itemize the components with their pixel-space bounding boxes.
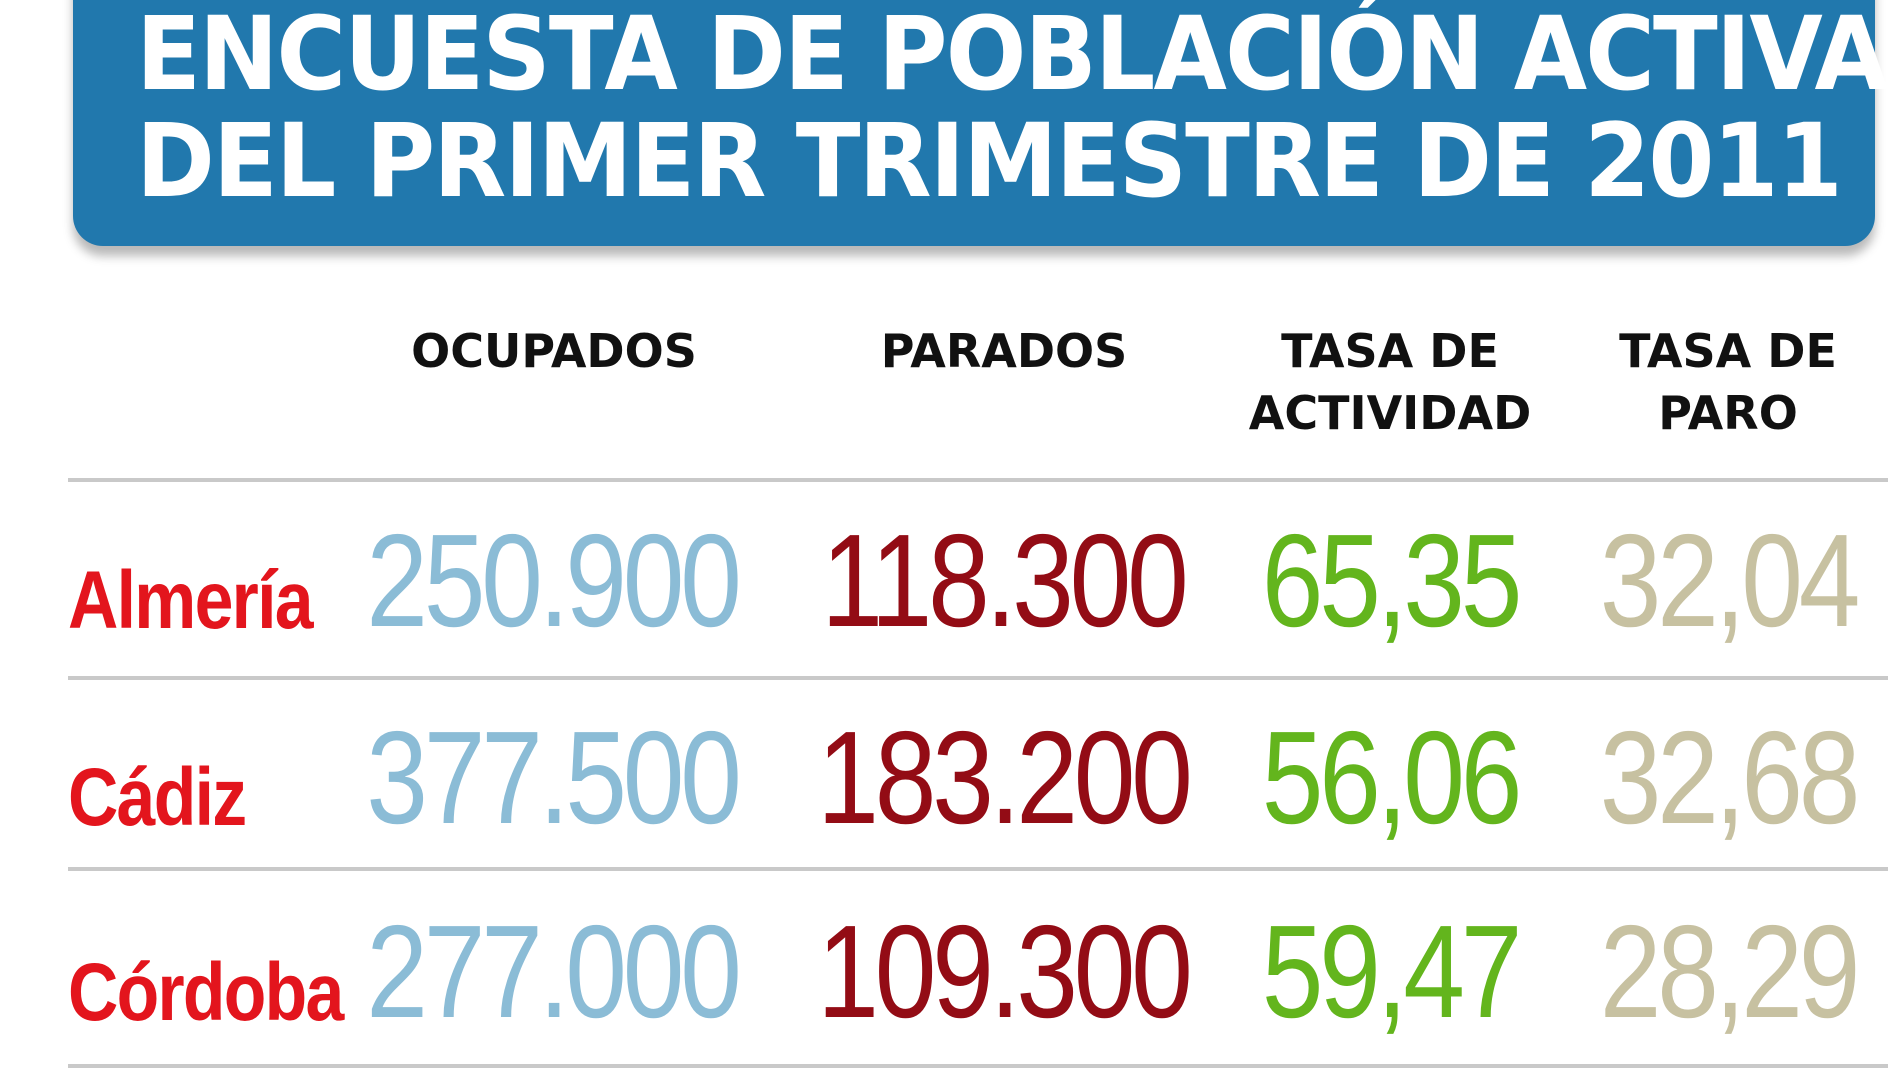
title-banner: ENCUESTA DE POBLACIÓN ACTIVA DEL PRIMER … (73, 0, 1888, 246)
tasa-actividad-value: 56,06 (1261, 704, 1523, 851)
tasa-paro-value: 32,68 (1599, 704, 1861, 851)
parados-value: 118.300 (821, 507, 1188, 654)
row-label: Almería (68, 555, 314, 646)
header-parados-label: PARADOS (880, 324, 1128, 378)
header-ocupados-label: OCUPADOS (411, 324, 697, 378)
tasa-paro-value: 28,29 (1599, 898, 1861, 1045)
table-rule (68, 676, 1888, 680)
header-tasa-actividad: TASA DE ACTIVIDAD (1210, 320, 1570, 444)
table-rule (68, 1064, 1888, 1068)
ocupados-value: 277.000 (366, 898, 742, 1045)
header-tasa-actividad-line-2: ACTIVIDAD (1248, 386, 1532, 440)
ocupados-value: 250.900 (366, 507, 742, 654)
table-rule (68, 478, 1888, 482)
header-tasa-actividad-line-1: TASA DE (1281, 324, 1499, 378)
table-rule (68, 867, 1888, 871)
header-tasa-paro-line-2: PARO (1658, 386, 1798, 440)
title-line-1: ENCUESTA DE POBLACIÓN ACTIVA (136, 0, 1888, 114)
header-tasa-paro: TASA DE PARO (1548, 320, 1900, 444)
header-parados: PARADOS (824, 320, 1184, 382)
header-ocupados: OCUPADOS (374, 320, 734, 382)
parados-value: 183.200 (817, 704, 1193, 851)
tasa-actividad-value: 65,35 (1261, 507, 1523, 654)
tasa-actividad-value: 59,47 (1261, 898, 1523, 1045)
tasa-paro-value: 32,04 (1599, 507, 1861, 654)
parados-value: 109.300 (817, 898, 1193, 1045)
row-label: Córdoba (68, 947, 344, 1038)
row-label: Cádiz (68, 752, 247, 843)
title-line-2: DEL PRIMER TRIMESTRE DE 2011 (136, 102, 1843, 221)
header-tasa-paro-line-1: TASA DE (1619, 324, 1837, 378)
ocupados-value: 377.500 (366, 704, 742, 851)
